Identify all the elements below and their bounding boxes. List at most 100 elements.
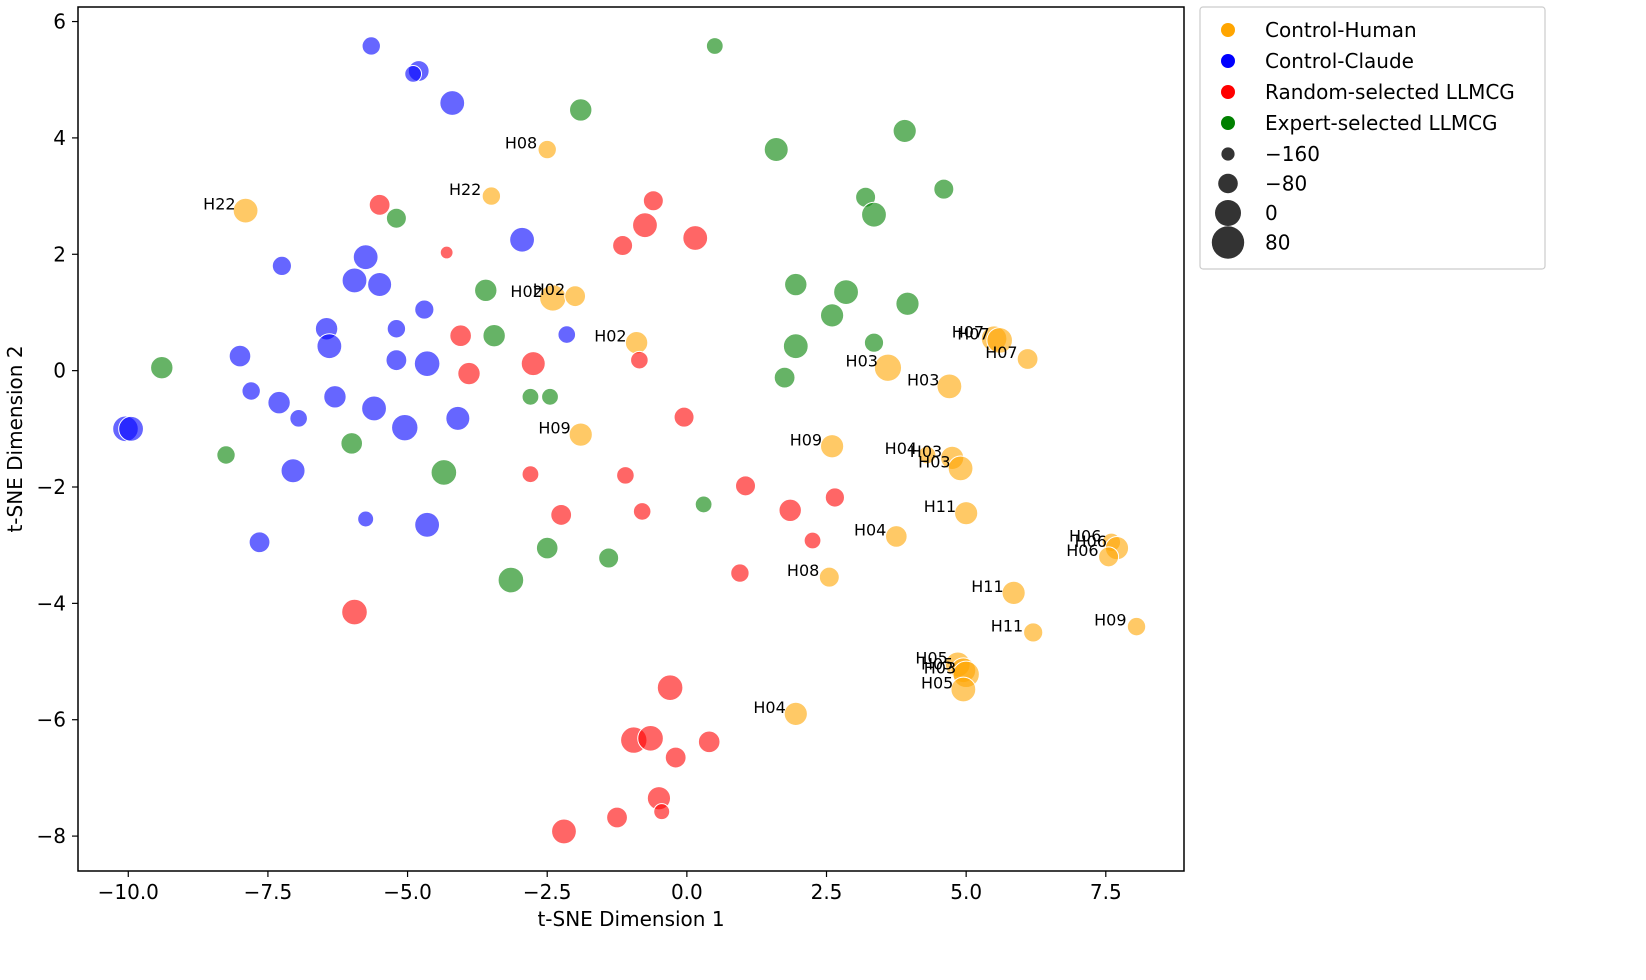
point-expert-selected-llmcg-22 xyxy=(430,459,458,486)
point-expert-selected-llmcg-16 xyxy=(150,356,174,380)
point-control-human-16 xyxy=(954,501,979,526)
legend: Control-Human Control-Claude Random-select… xyxy=(1199,6,1546,270)
point-expert-selected-llmcg-21 xyxy=(216,445,236,465)
legend-marker xyxy=(1221,54,1235,68)
point-control-claude-15 xyxy=(385,349,408,372)
point-control-claude-2 xyxy=(404,65,423,83)
point-control-human-13 xyxy=(917,445,937,465)
point-control-human-4 xyxy=(564,285,587,308)
point-random-selected-llmcg-0 xyxy=(368,193,391,216)
point-random-selected-llmcg-15 xyxy=(778,498,802,522)
point-random-selected-llmcg-3 xyxy=(682,225,709,251)
point-random-selected-llmcg-20 xyxy=(341,598,368,626)
point-random-selected-llmcg-12 xyxy=(616,466,635,485)
point-label-7: H07 xyxy=(957,324,989,343)
point-control-human-8 xyxy=(1016,348,1039,370)
point-control-claude-21 xyxy=(289,409,308,428)
y-tick-label: −4 xyxy=(37,591,66,615)
point-control-human-28 xyxy=(950,676,977,703)
point-label-2: H22 xyxy=(203,195,235,214)
point-random-selected-llmcg-14 xyxy=(824,487,845,508)
point-random-selected-llmcg-17 xyxy=(632,502,652,521)
y-axis-ticks: −8 −6 −4 −2 0 2 4 6 xyxy=(37,10,78,848)
point-control-claude-29 xyxy=(248,531,271,554)
point-control-claude-27 xyxy=(357,510,375,528)
point-expert-selected-llmcg-26 xyxy=(497,566,525,594)
point-expert-selected-llmcg-18 xyxy=(521,387,540,406)
point-label-16: H11 xyxy=(924,497,956,516)
point-control-human-15 xyxy=(947,455,974,482)
x-axis-ticks: −10.0 −7.5 −5.0 −2.5 0.0 2.5 5.0 7.5 xyxy=(98,871,1122,904)
point-control-claude-17 xyxy=(241,381,261,401)
point-random-selected-llmcg-27 xyxy=(653,803,671,821)
point-random-selected-llmcg-5 xyxy=(439,245,454,260)
point-control-human-12 xyxy=(819,434,845,459)
point-random-selected-llmcg-16 xyxy=(550,504,573,526)
y-tick-label: −6 xyxy=(37,708,66,732)
y-axis-label: t-SNE Dimension 2 xyxy=(3,345,27,532)
point-label-20: H06 xyxy=(1066,541,1098,560)
point-control-human-24 xyxy=(1126,616,1147,637)
point-random-selected-llmcg-2 xyxy=(632,212,658,239)
point-label-8: H07 xyxy=(985,343,1017,362)
point-control-human-2 xyxy=(232,197,259,224)
legend-marker xyxy=(1221,23,1235,37)
legend-entry: Random-selected LLMCG xyxy=(1265,80,1515,104)
legend-size-label: −160 xyxy=(1265,142,1320,166)
point-random-selected-llmcg-28 xyxy=(606,806,628,829)
legend-marker xyxy=(1221,116,1235,130)
point-expert-selected-llmcg-9 xyxy=(474,278,498,303)
x-tick-label: 7.5 xyxy=(1090,880,1122,904)
point-control-claude-22 xyxy=(445,405,471,431)
y-tick-label: −2 xyxy=(37,475,66,499)
point-control-claude-7 xyxy=(341,267,368,294)
point-control-human-5 xyxy=(624,331,649,355)
point-random-selected-llmcg-9 xyxy=(457,361,481,386)
legend-size-marker xyxy=(1218,173,1238,194)
point-expert-selected-llmcg-15 xyxy=(782,333,809,360)
legend-size-label: 80 xyxy=(1265,231,1290,255)
legend-box xyxy=(1199,6,1546,270)
point-label-1: H22 xyxy=(449,180,481,199)
point-label-17: H04 xyxy=(854,520,886,539)
point-label-11: H09 xyxy=(538,419,570,438)
x-axis-label: t-SNE Dimension 1 xyxy=(537,907,724,931)
point-control-claude-28 xyxy=(414,511,441,538)
point-control-claude-26 xyxy=(280,458,306,484)
point-control-claude-8 xyxy=(367,272,393,298)
point-label-23: H11 xyxy=(991,616,1023,635)
point-expert-selected-llmcg-19 xyxy=(541,387,559,406)
point-label-9: H03 xyxy=(846,352,878,371)
point-control-claude-23 xyxy=(391,413,419,442)
point-label-27: H03 xyxy=(924,658,956,677)
x-tick-label: 5.0 xyxy=(950,880,982,904)
point-expert-selected-llmcg-10 xyxy=(833,279,859,305)
point-label-22: H11 xyxy=(971,577,1003,596)
point-label-19: H06 xyxy=(1075,532,1107,551)
point-label-0: H08 xyxy=(505,134,537,153)
point-expert-selected-llmcg-3 xyxy=(763,137,789,163)
point-expert-selected-llmcg-11 xyxy=(895,291,920,316)
legend-size-marker xyxy=(1211,226,1245,259)
point-expert-selected-llmcg-23 xyxy=(694,495,713,514)
point-control-human-23 xyxy=(1023,622,1044,643)
point-random-selected-llmcg-4 xyxy=(612,235,634,257)
y-tick-label: 2 xyxy=(53,242,66,266)
point-expert-selected-llmcg-12 xyxy=(819,303,845,328)
point-label-25: H05 xyxy=(915,648,947,667)
point-random-selected-llmcg-7 xyxy=(520,351,546,377)
point-control-claude-0 xyxy=(361,36,381,56)
legend-size-marker xyxy=(1221,147,1235,161)
point-random-selected-llmcg-6 xyxy=(449,324,472,348)
point-control-claude-19 xyxy=(323,385,347,409)
legend-entry: Control-Human xyxy=(1265,18,1417,42)
point-control-human-1 xyxy=(481,186,502,206)
point-expert-selected-llmcg-14 xyxy=(863,332,885,353)
point-expert-selected-llmcg-4 xyxy=(933,178,955,200)
point-control-claude-16 xyxy=(413,350,441,377)
point-expert-selected-llmcg-17 xyxy=(773,366,796,389)
x-tick-label: −10.0 xyxy=(98,880,159,904)
legend-size-label: −80 xyxy=(1265,172,1307,196)
point-random-selected-llmcg-13 xyxy=(735,475,757,497)
